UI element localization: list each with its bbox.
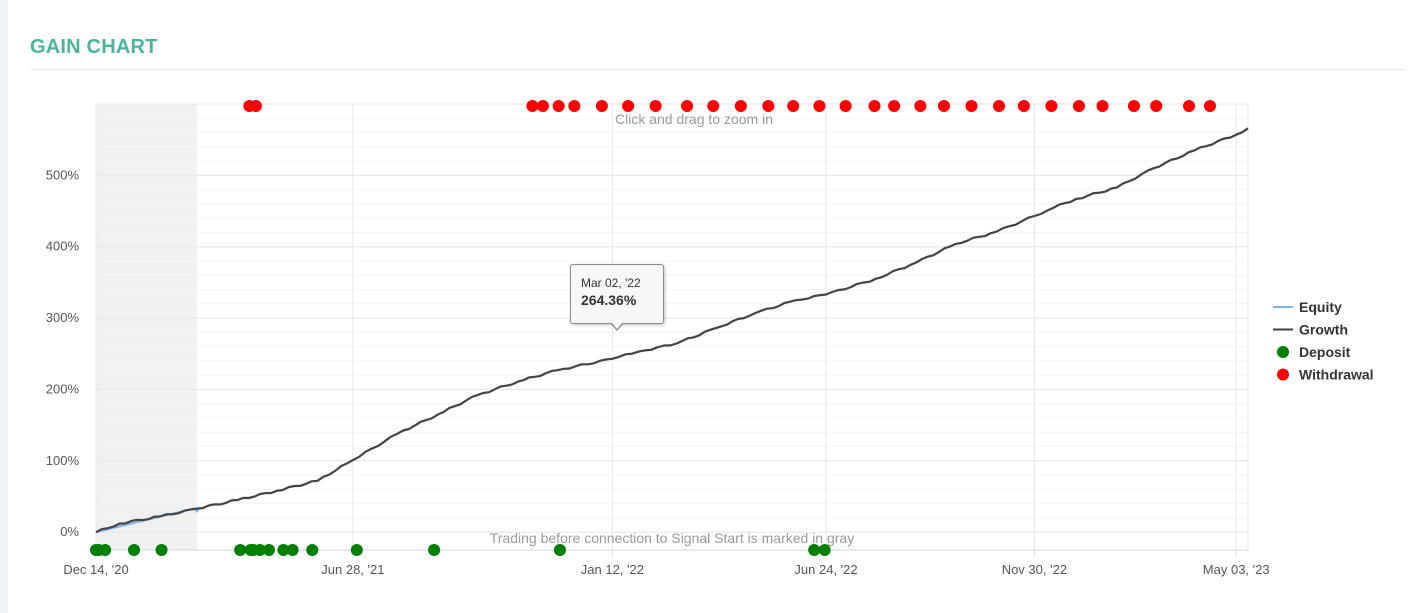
withdrawal-marker: [1203, 100, 1216, 112]
withdrawal-marker: [839, 100, 852, 112]
growth-series-line: [95, 127, 1249, 534]
x-tick-label: May 03, '23: [1203, 562, 1270, 577]
withdrawal-marker: [622, 100, 635, 112]
withdrawal-marker: [965, 100, 978, 112]
title-divider: [30, 69, 1405, 70]
deposit-marker: [128, 544, 141, 556]
y-tick-label: 500%: [46, 167, 80, 182]
tooltip-value: 264.36%: [581, 292, 637, 308]
y-axis-ticks: 0% 100% 200% 300% 400% 500%: [46, 167, 80, 539]
withdrawal-marker: [1096, 100, 1109, 112]
zoom-hint: Click and drag to zoom in: [615, 111, 773, 127]
withdrawal-marker: [526, 100, 539, 112]
tooltip-date: Mar 02, '22: [581, 276, 641, 290]
y-tick-label: 300%: [46, 310, 80, 325]
withdrawal-marker: [734, 100, 747, 112]
withdrawal-marker: [1017, 100, 1030, 112]
withdrawal-marker: [707, 100, 720, 112]
deposit-marker: [99, 544, 112, 556]
deposit-marker: [808, 544, 821, 556]
gray-region-note: Trading before connection to Signal Star…: [490, 530, 854, 546]
x-tick-label: Jan 12, '22: [581, 562, 644, 577]
deposit-marker: [818, 544, 831, 556]
withdrawal-marker: [536, 100, 549, 112]
deposit-marker: [262, 544, 275, 556]
withdrawal-marker: [249, 100, 262, 112]
withdrawal-marker: [595, 100, 608, 112]
x-tick-label: Dec 14, '20: [63, 562, 128, 577]
left-page-strip: [0, 0, 8, 613]
x-tick-label: Jun 24, '22: [794, 562, 857, 577]
withdrawal-markers: [243, 100, 1216, 112]
deposit-marker: [350, 544, 363, 556]
deposit-marker: [234, 544, 247, 556]
withdrawal-marker: [1072, 100, 1085, 112]
withdrawal-marker: [1183, 100, 1196, 112]
withdrawal-marker: [992, 100, 1005, 112]
y-tick-label: 400%: [46, 239, 80, 254]
deposit-marker: [155, 544, 168, 556]
withdrawal-marker: [762, 100, 775, 112]
deposit-marker: [286, 544, 299, 556]
withdrawal-marker: [1150, 100, 1163, 112]
legend-label-growth: Growth: [1299, 322, 1348, 338]
pre-connection-gray-region: [96, 104, 197, 550]
y-tick-label: 200%: [46, 381, 80, 396]
y-tick-label: 100%: [46, 453, 80, 468]
deposit-marker: [306, 544, 319, 556]
deposit-marker: [428, 544, 441, 556]
y-tick-label: 0%: [60, 524, 79, 539]
x-tick-label: Nov 30, '22: [1002, 562, 1067, 577]
legend-symbol-withdrawal: [1277, 368, 1289, 381]
deposit-marker: [553, 544, 566, 556]
panel-title: GAIN CHART: [30, 36, 158, 58]
withdrawal-marker: [868, 100, 881, 112]
withdrawal-marker: [552, 100, 565, 112]
withdrawal-marker: [813, 100, 826, 112]
withdrawal-marker: [1127, 100, 1140, 112]
x-tick-label: Jun 28, '21: [321, 562, 384, 577]
withdrawal-marker: [914, 100, 927, 112]
legend-label-deposit: Deposit: [1299, 344, 1351, 360]
data-tooltip: Mar 02, '22 264.36%: [570, 264, 664, 331]
withdrawal-marker: [1045, 100, 1058, 112]
withdrawal-marker: [568, 100, 581, 112]
major-gridlines: [96, 174, 1248, 533]
withdrawal-marker: [649, 100, 662, 112]
legend-label-withdrawal: Withdrawal: [1299, 367, 1374, 383]
deposit-marker: [277, 544, 290, 556]
withdrawal-marker: [888, 100, 901, 112]
deposit-marker: [253, 544, 266, 556]
deposit-markers: [90, 544, 831, 556]
withdrawal-marker: [681, 100, 694, 112]
withdrawal-marker: [787, 100, 800, 112]
x-axis-ticks: Dec 14, '20 Jun 28, '21 Jan 12, '22 Jun 24,…: [63, 550, 1270, 577]
withdrawal-marker: [937, 100, 950, 112]
legend-symbol-deposit: [1277, 346, 1289, 358]
tooltip-pointer: [610, 322, 624, 331]
legend-label-equity: Equity: [1299, 299, 1342, 315]
plot-area[interactable]: [96, 104, 1248, 550]
chart-legend: Equity Growth Deposit Withdrawal: [1273, 299, 1374, 383]
